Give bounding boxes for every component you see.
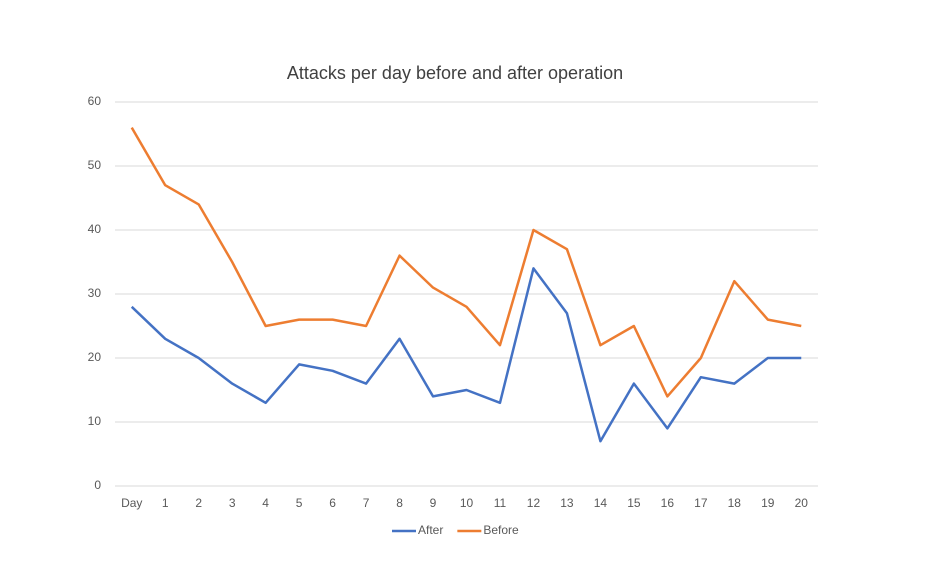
y-tick-label: 0 <box>94 478 101 492</box>
x-tick-label: 5 <box>296 496 303 510</box>
y-tick-label: 60 <box>88 94 102 108</box>
data-line <box>130 267 802 443</box>
x-tick-label: 9 <box>430 496 437 510</box>
x-tick-label: 18 <box>728 496 742 510</box>
x-tick-label: 4 <box>262 496 269 510</box>
x-tick-label: 14 <box>594 496 608 510</box>
legend-label: After <box>418 523 443 537</box>
y-tick-label: 40 <box>88 222 102 236</box>
legend-label: Before <box>483 523 519 537</box>
y-tick-label: 20 <box>88 350 102 364</box>
x-tick-label: 7 <box>363 496 370 510</box>
data-line <box>130 126 802 398</box>
y-tick-label: 50 <box>88 158 102 172</box>
x-tick-label: 19 <box>761 496 775 510</box>
x-tick-label: 16 <box>661 496 675 510</box>
y-tick-label: 10 <box>88 414 102 428</box>
x-tick-label: Day <box>121 496 142 510</box>
x-tick-label: 12 <box>527 496 541 510</box>
x-tick-label: 13 <box>560 496 574 510</box>
chart-title: Attacks per day before and after operati… <box>287 63 623 83</box>
x-tick-label: 11 <box>494 496 507 510</box>
x-tick-label: 3 <box>229 496 236 510</box>
x-tick-label: 1 <box>162 496 169 510</box>
x-tick-label: 15 <box>627 496 641 510</box>
x-tick-label: 20 <box>795 496 809 510</box>
x-tick-label: 8 <box>396 496 403 510</box>
x-tick-label: 2 <box>195 496 202 510</box>
x-tick-label: 17 <box>694 496 708 510</box>
y-tick-label: 30 <box>88 286 102 300</box>
x-tick-label: 10 <box>460 496 474 510</box>
x-tick-label: 6 <box>329 496 336 510</box>
